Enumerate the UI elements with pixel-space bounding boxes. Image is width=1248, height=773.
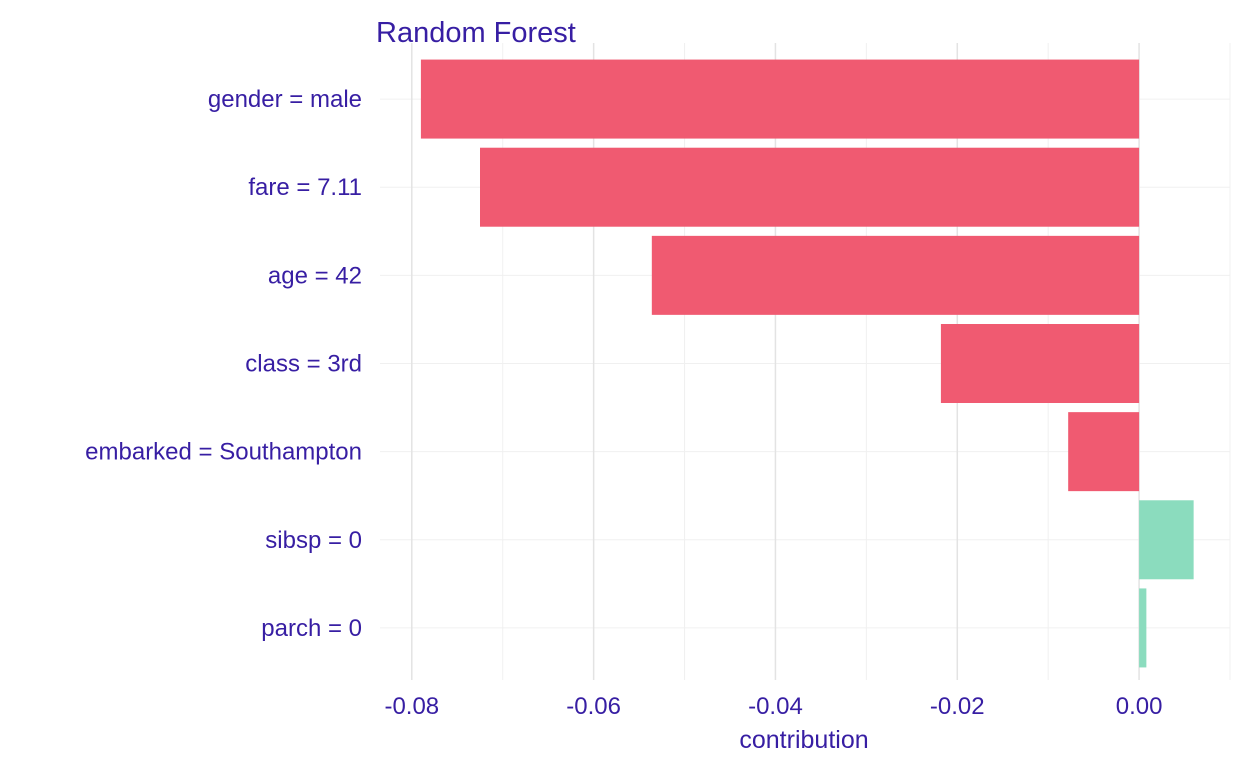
x-axis-title: contribution <box>739 726 868 754</box>
bar <box>1139 500 1194 580</box>
y-axis-labels: gender = male fare = 7.11 age = 42 class = … <box>85 86 362 642</box>
bar <box>1139 588 1147 668</box>
bars-layer <box>420 59 1194 668</box>
chart-title: Random Forest <box>376 17 576 49</box>
y-category-label: fare = 7.11 <box>248 174 362 201</box>
bar <box>651 235 1140 315</box>
y-category-label: gender = male <box>208 86 362 113</box>
bar <box>480 147 1140 227</box>
x-tick-label: -0.04 <box>748 693 803 720</box>
x-axis-tick-labels: -0.08 -0.06 -0.04 -0.02 0.00 <box>384 693 1162 720</box>
y-category-label: age = 42 <box>268 262 362 289</box>
y-category-label: embarked = Southampton <box>85 439 362 466</box>
bar <box>940 324 1140 403</box>
x-tick-label: -0.06 <box>566 693 621 720</box>
x-tick-label: -0.08 <box>384 693 439 720</box>
x-tick-label: -0.02 <box>930 693 985 720</box>
bar <box>1068 412 1140 492</box>
x-tick-label: 0.00 <box>1116 693 1163 720</box>
y-category-label: sibsp = 0 <box>265 527 362 554</box>
bar <box>420 59 1140 139</box>
y-category-label: parch = 0 <box>261 615 362 642</box>
y-category-label: class = 3rd <box>245 351 362 378</box>
